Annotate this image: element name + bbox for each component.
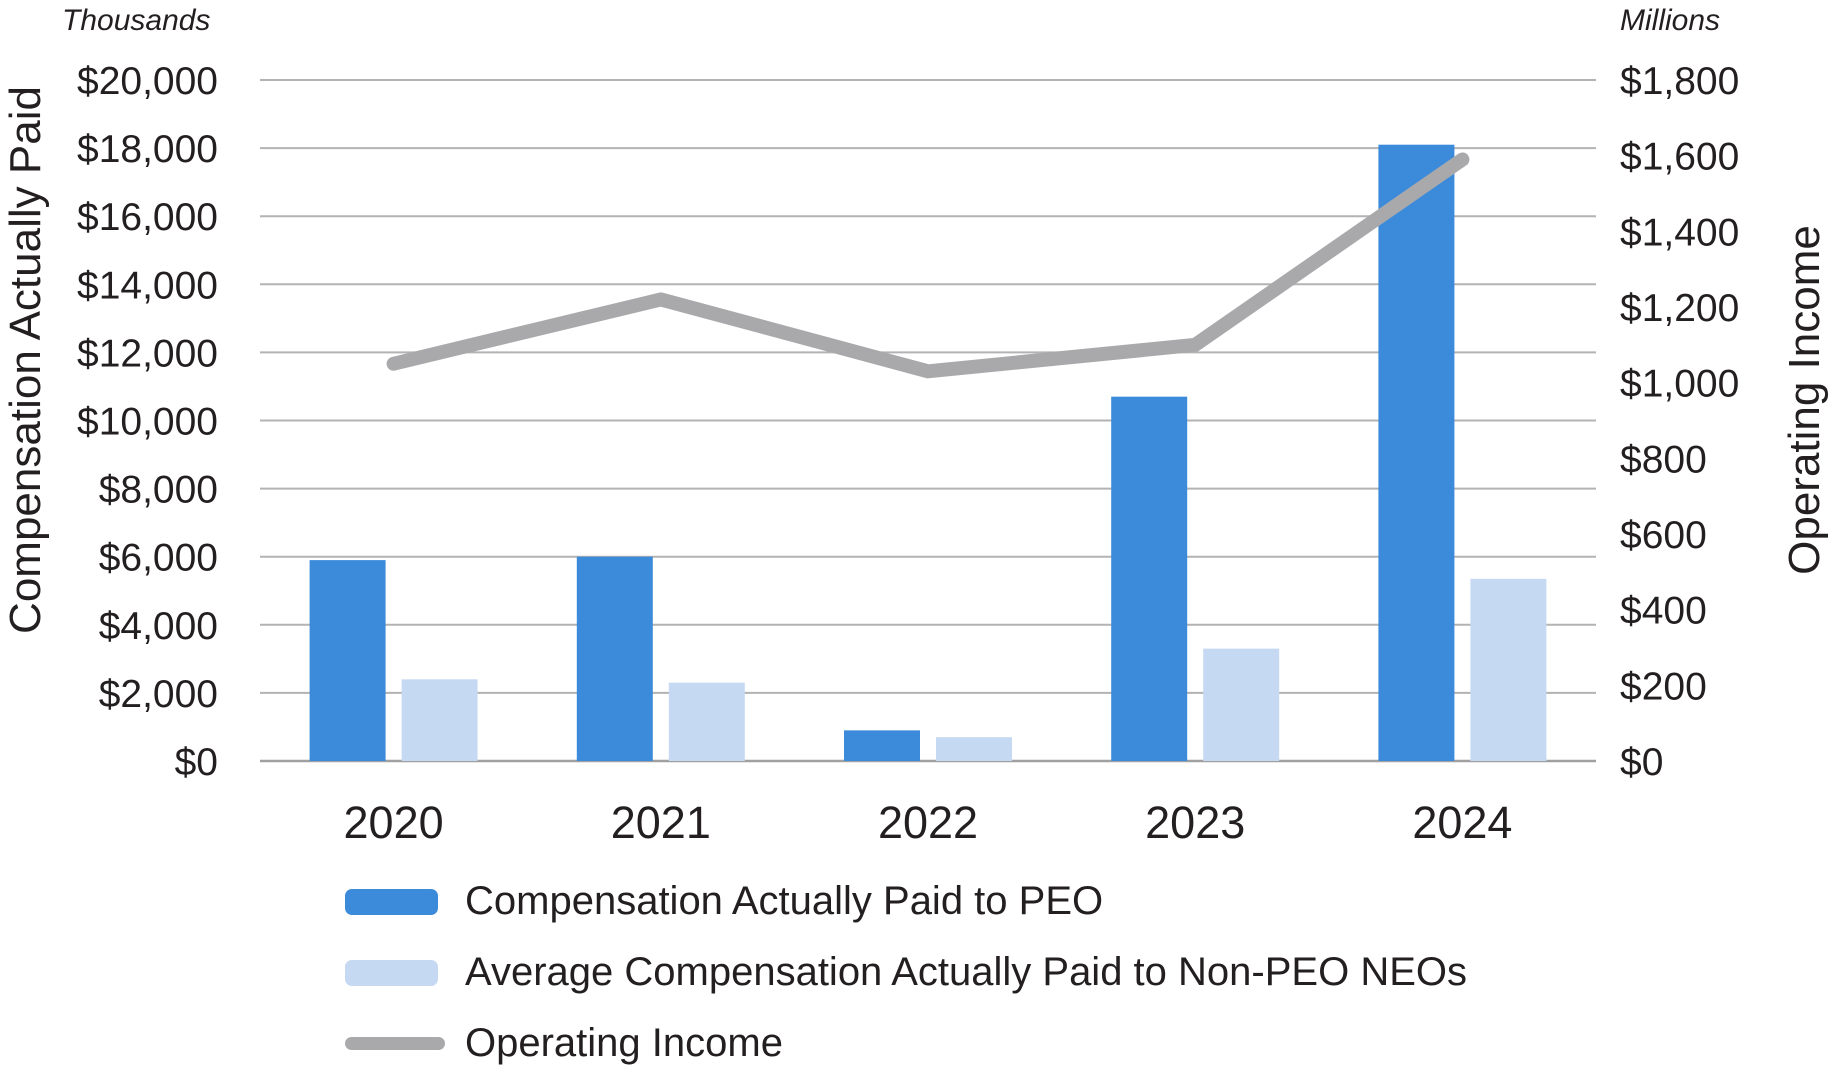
right-axis-tick-label: $1,600: [1620, 136, 1739, 179]
left-axis-tick-label: $2,000: [99, 673, 218, 716]
bar-neo-2020: [401, 679, 478, 761]
left-axis-tick-label: $16,000: [77, 196, 218, 239]
right-axis-tick-label: $1,000: [1620, 363, 1739, 406]
bar-peo-2020: [309, 560, 386, 761]
right-axis-tick-label: $600: [1620, 514, 1707, 557]
bar-neo-2022: [936, 737, 1012, 761]
legend-item-neo: Average Compensation Actually Paid to No…: [345, 937, 1467, 1008]
left-axis-tick-label: $12,000: [77, 332, 218, 375]
left-axis-tick-label: $20,000: [77, 60, 218, 103]
left-axis-tick-label: $0: [175, 741, 218, 784]
right-axis-tick-label: $400: [1620, 590, 1707, 633]
left-axis-tick-label: $8,000: [99, 469, 218, 512]
legend-item-peo: Compensation Actually Paid to PEO: [345, 866, 1467, 937]
year-label-2020: 2020: [344, 797, 444, 848]
left-axis-unit-label: Thousands: [62, 4, 211, 37]
right-axis-unit-label: Millions: [1620, 4, 1721, 37]
left-axis-tick-label: $4,000: [99, 605, 218, 648]
legend-item-operating-income: Operating Income: [345, 1008, 1467, 1075]
right-axis-tick-label: $1,800: [1620, 60, 1739, 103]
legend: Compensation Actually Paid to PEO Averag…: [345, 866, 1467, 1075]
bar-peo-2023: [1111, 396, 1188, 761]
left-axis-tick-label: $10,000: [77, 401, 218, 444]
year-label-2023: 2023: [1145, 797, 1245, 848]
bar-neo-2023: [1203, 648, 1280, 761]
right-axis-tick-label: $1,200: [1620, 287, 1739, 330]
bar-neo-2024: [1470, 578, 1547, 761]
legend-label-neo: Average Compensation Actually Paid to No…: [465, 950, 1467, 994]
operating-income-line-swatch-icon: [345, 1037, 445, 1050]
peo-bar-swatch-icon: [345, 888, 438, 915]
left-axis-tick-label: $14,000: [77, 264, 218, 307]
right-axis-tick-label: $800: [1620, 438, 1707, 481]
operating-income-line: [386, 152, 1470, 379]
year-label-2024: 2024: [1412, 797, 1512, 848]
right-axis-tick-label: $200: [1620, 665, 1707, 708]
bar-peo-2024: [1378, 144, 1455, 761]
right-axis-tick-label: $1,400: [1620, 211, 1739, 254]
left-axis-tick-label: $18,000: [77, 128, 218, 171]
legend-label-operating-income: Operating Income: [465, 1021, 783, 1065]
bar-peo-2022: [844, 730, 920, 761]
legend-label-peo: Compensation Actually Paid to PEO: [465, 879, 1104, 923]
bar-neo-2021: [668, 682, 745, 761]
year-label-2022: 2022: [878, 797, 978, 848]
left-axis-tick-label: $6,000: [99, 537, 218, 580]
bar-peo-2021: [576, 556, 653, 761]
year-label-2021: 2021: [611, 797, 711, 848]
right-axis-tick-label: $0: [1620, 741, 1663, 784]
neo-bar-swatch-icon: [345, 959, 438, 986]
